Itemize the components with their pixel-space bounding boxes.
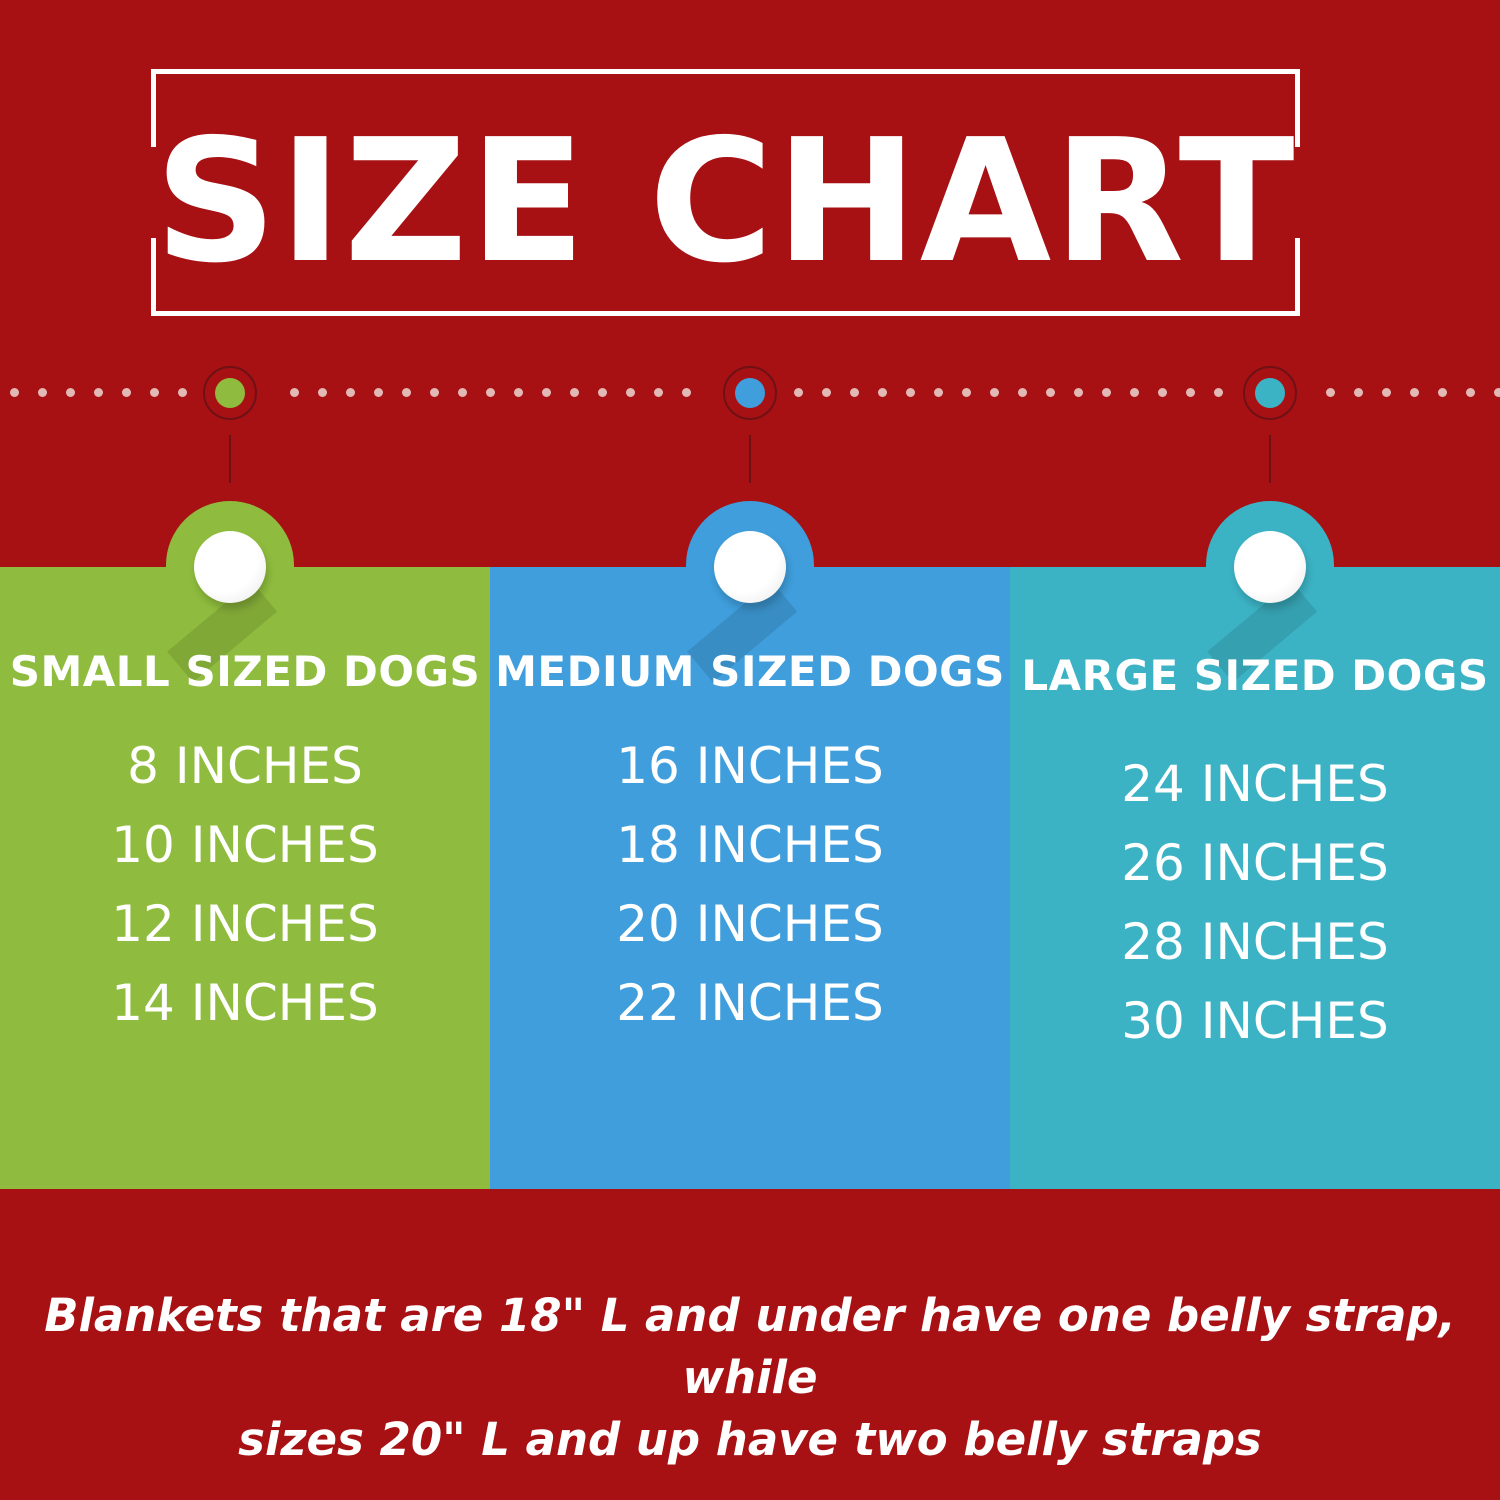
size-list-medium: 16 INCHES 18 INCHES 20 INCHES 22 INCHES xyxy=(490,727,1010,1043)
timeline-dot xyxy=(150,388,159,397)
timeline-dot xyxy=(1494,388,1500,397)
frame-right-lower-border xyxy=(1295,238,1300,316)
panel-medium-dogs: MEDIUM SIZED DOGS 16 INCHES 18 INCHES 20… xyxy=(490,501,1010,1189)
timeline-dot xyxy=(346,388,355,397)
timeline-dot xyxy=(570,388,579,397)
timeline-stem-medium xyxy=(749,435,751,483)
size-list-small: 8 INCHES 10 INCHES 12 INCHES 14 INCHES xyxy=(0,727,490,1043)
category-title-large: LARGE SIZED DOGS xyxy=(1021,651,1489,700)
timeline-dot xyxy=(290,388,299,397)
timeline-dot xyxy=(598,388,607,397)
size-item: 14 INCHES xyxy=(111,974,379,1032)
size-item: 30 INCHES xyxy=(1121,992,1389,1050)
frame-left-upper-border xyxy=(151,69,156,147)
panel-large-dogs: LARGE SIZED DOGS 24 INCHES 26 INCHES 28 … xyxy=(1010,501,1500,1189)
size-list-large: 24 INCHES 26 INCHES 28 INCHES 30 INCHES xyxy=(1010,745,1500,1061)
timeline-node-medium xyxy=(723,366,777,420)
timeline-node-small xyxy=(203,366,257,420)
category-title-medium: MEDIUM SIZED DOGS xyxy=(495,647,1005,696)
timeline-dot xyxy=(542,388,551,397)
frame-top-border xyxy=(151,69,1300,74)
timeline-dot xyxy=(178,388,187,397)
timeline-dot xyxy=(402,388,411,397)
timeline-dot xyxy=(514,388,523,397)
pin-icon xyxy=(714,531,786,603)
timeline-node-large xyxy=(1243,366,1297,420)
timeline-dot xyxy=(1102,388,1111,397)
size-item: 18 INCHES xyxy=(616,816,884,874)
title-frame: SIZE CHART xyxy=(151,69,1300,316)
timeline-dot xyxy=(66,388,75,397)
timeline-dot xyxy=(1186,388,1195,397)
timeline-dot xyxy=(38,388,47,397)
timeline-dot xyxy=(374,388,383,397)
panel-small-dogs: SMALL SIZED DOGS 8 INCHES 10 INCHES 12 I… xyxy=(0,501,490,1189)
timeline-dot xyxy=(318,388,327,397)
note-line-1: Blankets that are 18" L and under have o… xyxy=(44,1289,1456,1404)
panel-medium-content: MEDIUM SIZED DOGS 16 INCHES 18 INCHES 20… xyxy=(490,567,1010,1189)
timeline-dot xyxy=(1018,388,1027,397)
belly-strap-note: Blankets that are 18" L and under have o… xyxy=(0,1285,1500,1471)
panel-large-content: LARGE SIZED DOGS 24 INCHES 26 INCHES 28 … xyxy=(1010,567,1500,1189)
note-line-2: sizes 20" L and up have two belly straps xyxy=(238,1413,1262,1466)
size-item: 26 INCHES xyxy=(1121,834,1389,892)
timeline-dot xyxy=(934,388,943,397)
size-item: 20 INCHES xyxy=(616,895,884,953)
size-item: 24 INCHES xyxy=(1121,755,1389,813)
frame-bottom-border xyxy=(151,311,1300,316)
timeline-dot xyxy=(682,388,691,397)
timeline-dot xyxy=(1326,388,1335,397)
pin-icon xyxy=(194,531,266,603)
timeline-dot xyxy=(822,388,831,397)
timeline-dot xyxy=(94,388,103,397)
size-item: 16 INCHES xyxy=(616,737,884,795)
panel-small-content: SMALL SIZED DOGS 8 INCHES 10 INCHES 12 I… xyxy=(0,567,490,1189)
frame-left-lower-border xyxy=(151,238,156,316)
frame-right-upper-border xyxy=(1295,69,1300,147)
timeline-dot xyxy=(962,388,971,397)
size-item: 8 INCHES xyxy=(127,737,363,795)
timeline-dot xyxy=(486,388,495,397)
timeline-dot xyxy=(1046,388,1055,397)
size-item: 22 INCHES xyxy=(616,974,884,1032)
timeline-stem-large xyxy=(1269,435,1271,483)
timeline-dot xyxy=(990,388,999,397)
size-item: 10 INCHES xyxy=(111,816,379,874)
dotted-timeline xyxy=(0,388,1500,398)
timeline-dot xyxy=(1354,388,1363,397)
timeline-dot xyxy=(1438,388,1447,397)
size-item: 28 INCHES xyxy=(1121,913,1389,971)
timeline-dot xyxy=(850,388,859,397)
page-title: SIZE CHART xyxy=(154,103,1297,301)
timeline-dot xyxy=(906,388,915,397)
timeline-dot xyxy=(1410,388,1419,397)
timeline-dot xyxy=(1158,388,1167,397)
timeline-dot xyxy=(1214,388,1223,397)
timeline-dot xyxy=(1466,388,1475,397)
timeline-dot xyxy=(654,388,663,397)
timeline-dot xyxy=(458,388,467,397)
category-title-small: SMALL SIZED DOGS xyxy=(9,647,481,696)
timeline-dot xyxy=(794,388,803,397)
timeline-dot xyxy=(626,388,635,397)
timeline-stem-small xyxy=(229,435,231,483)
size-item: 12 INCHES xyxy=(111,895,379,953)
timeline-dot xyxy=(878,388,887,397)
timeline-dot xyxy=(10,388,19,397)
timeline-dot xyxy=(1382,388,1391,397)
timeline-dot xyxy=(1130,388,1139,397)
timeline-dot xyxy=(1074,388,1083,397)
timeline-dot xyxy=(430,388,439,397)
timeline-dot xyxy=(122,388,131,397)
pin-icon xyxy=(1234,531,1306,603)
